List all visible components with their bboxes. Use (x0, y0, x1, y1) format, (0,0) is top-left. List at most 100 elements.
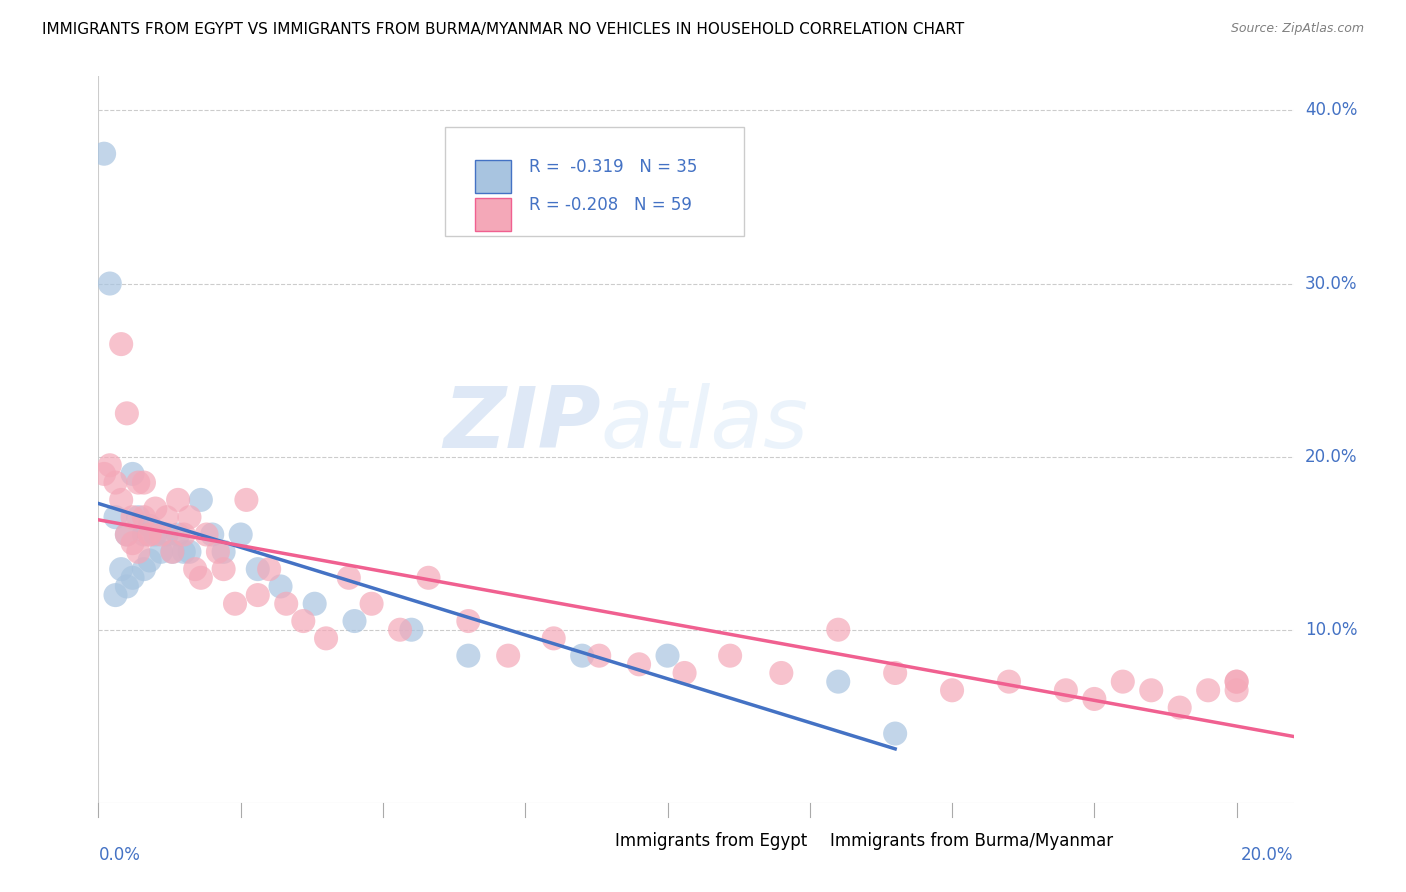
Point (588, 648, 610, 663)
Point (571, 648, 593, 663)
Point (628, 657, 651, 672)
Point (110, 562, 132, 576)
Point (150, 545, 173, 559)
Point (401, 623, 423, 637)
Point (173, 545, 195, 559)
Point (115, 527, 138, 541)
Point (121, 536, 143, 550)
Text: 30.0%: 30.0% (1305, 275, 1357, 293)
FancyBboxPatch shape (576, 826, 606, 855)
Point (337, 571, 360, 585)
Point (657, 648, 679, 663)
Point (884, 665, 907, 680)
Point (167, 527, 190, 541)
Point (884, 726, 907, 740)
Point (1168, 700, 1191, 714)
Point (1226, 674, 1249, 689)
Text: R = -0.208   N = 59: R = -0.208 N = 59 (529, 196, 692, 214)
Text: 0.0%: 0.0% (98, 847, 141, 864)
Point (121, 571, 143, 585)
FancyBboxPatch shape (446, 127, 744, 235)
Point (115, 527, 138, 541)
FancyBboxPatch shape (475, 198, 510, 231)
Point (212, 562, 235, 576)
Text: 10.0%: 10.0% (1305, 621, 1357, 639)
Point (941, 683, 963, 698)
Point (224, 597, 246, 611)
Point (115, 579, 138, 593)
Point (184, 562, 207, 576)
Point (343, 614, 366, 628)
Point (457, 614, 479, 628)
Point (998, 674, 1021, 689)
Text: No Vehicles in Household: No Vehicles in Household (0, 351, 6, 561)
Point (418, 571, 440, 585)
Text: 40.0%: 40.0% (1305, 102, 1357, 120)
Point (156, 510, 179, 524)
FancyBboxPatch shape (475, 161, 510, 193)
Text: 20.0%: 20.0% (1241, 847, 1294, 864)
Point (138, 519, 160, 533)
Text: atlas: atlas (600, 384, 808, 467)
Text: Immigrants from Egypt: Immigrants from Egypt (614, 831, 807, 849)
Point (1140, 683, 1163, 698)
Point (201, 527, 224, 541)
Text: IMMIGRANTS FROM EGYPT VS IMMIGRANTS FROM BURMA/MYANMAR NO VEHICLES IN HOUSEHOLD : IMMIGRANTS FROM EGYPT VS IMMIGRANTS FROM… (42, 22, 965, 37)
Point (292, 614, 315, 628)
Point (179, 510, 201, 524)
Point (246, 588, 269, 602)
Point (1112, 674, 1135, 689)
Point (127, 510, 149, 524)
Point (827, 623, 849, 637)
Point (1226, 674, 1249, 689)
Point (132, 475, 155, 490)
Point (138, 553, 160, 567)
Point (150, 527, 173, 541)
Point (132, 527, 155, 541)
Point (235, 492, 257, 507)
Point (270, 579, 292, 593)
Text: ZIP: ZIP (443, 384, 600, 467)
Point (389, 623, 412, 637)
Point (173, 527, 195, 541)
Point (98, 277, 121, 291)
Point (121, 510, 143, 524)
Point (1226, 683, 1249, 698)
Point (104, 510, 127, 524)
Point (496, 648, 519, 663)
Point (246, 562, 269, 576)
Point (673, 665, 696, 680)
Point (162, 545, 184, 559)
Point (257, 562, 280, 576)
Point (138, 527, 160, 541)
Point (93, 146, 115, 161)
Point (127, 475, 149, 490)
Point (457, 648, 479, 663)
Point (127, 545, 149, 559)
Point (543, 632, 565, 646)
FancyBboxPatch shape (792, 826, 821, 855)
Point (827, 674, 849, 689)
Point (156, 527, 179, 541)
Point (93, 467, 115, 481)
Point (104, 475, 127, 490)
Point (104, 588, 127, 602)
Point (98, 458, 121, 473)
Text: R =  -0.319   N = 35: R = -0.319 N = 35 (529, 158, 697, 176)
Point (1054, 683, 1077, 698)
Point (360, 597, 382, 611)
Point (718, 648, 741, 663)
Point (110, 337, 132, 351)
Point (162, 545, 184, 559)
Point (132, 562, 155, 576)
Point (179, 545, 201, 559)
Point (115, 406, 138, 420)
Text: Immigrants from Burma/Myanmar: Immigrants from Burma/Myanmar (830, 831, 1114, 849)
Point (1083, 692, 1105, 706)
Point (229, 527, 252, 541)
Point (132, 510, 155, 524)
Point (143, 501, 166, 516)
Point (770, 665, 793, 680)
Point (315, 632, 337, 646)
Point (190, 571, 212, 585)
